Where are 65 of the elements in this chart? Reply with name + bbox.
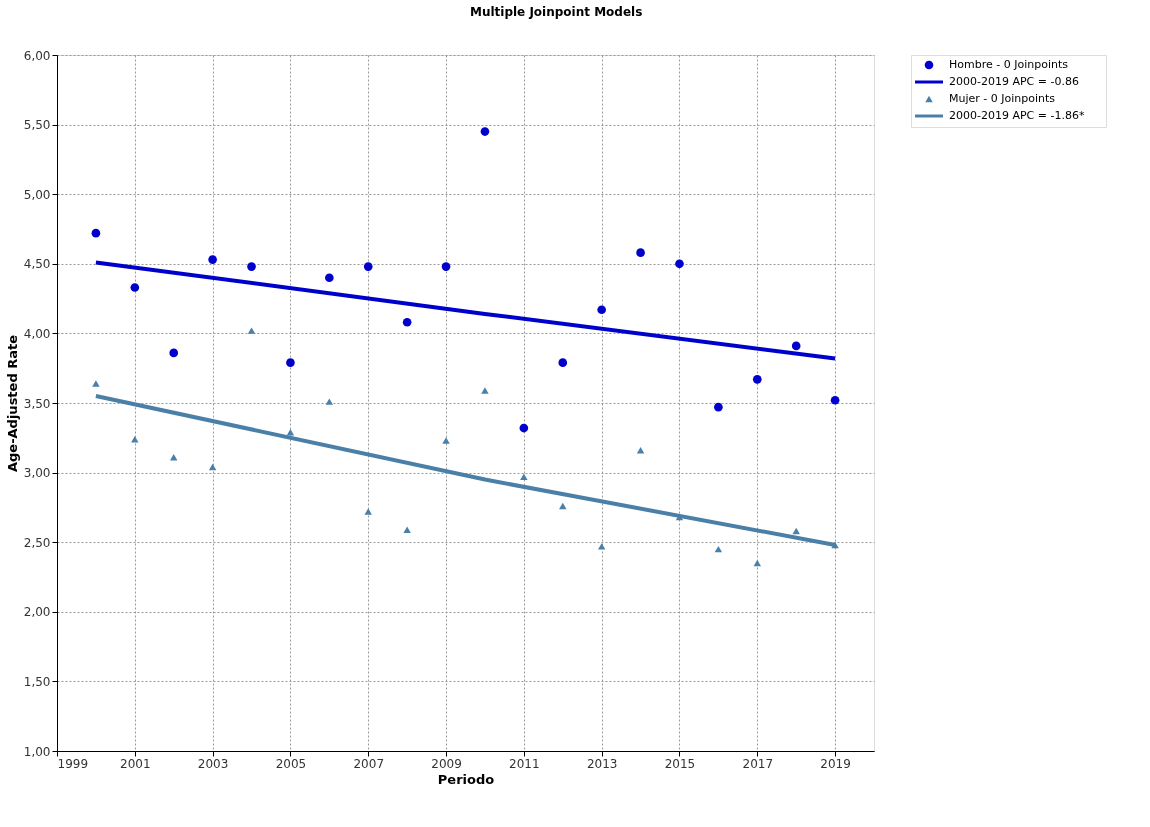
point <box>130 283 140 292</box>
point <box>169 348 179 358</box>
point <box>675 259 684 269</box>
point <box>752 375 762 384</box>
point <box>830 395 840 405</box>
y-tick-label: 5,50 <box>23 118 51 133</box>
point <box>403 526 411 533</box>
point <box>597 305 606 315</box>
x-axis-title: Periodo <box>437 771 495 787</box>
y-tick-label: 5,00 <box>23 187 51 202</box>
point <box>92 380 100 387</box>
point <box>480 127 490 136</box>
x-tick-label: 2009 <box>431 756 462 771</box>
legend-label: 2000-2019 APC = -1.86* <box>949 109 1085 122</box>
point <box>753 559 761 567</box>
x-tick-label: 2013 <box>586 756 618 771</box>
point <box>519 423 529 433</box>
x-tick-label: 1999 <box>57 756 89 771</box>
y-tick-label: 6,00 <box>23 48 51 63</box>
point <box>91 228 101 238</box>
x-tick-label: 2003 <box>197 756 229 771</box>
point <box>325 273 334 283</box>
point <box>792 527 800 535</box>
x-tick-label: 2005 <box>275 756 307 771</box>
chart-title: Multiple Joinpoint Models <box>469 4 643 19</box>
point <box>208 463 217 471</box>
point <box>520 473 528 480</box>
point <box>597 543 606 550</box>
x-tick-label: 2001 <box>120 756 151 771</box>
x-tick-label: 2019 <box>820 756 851 771</box>
point <box>364 508 372 515</box>
x-tick-label: 2011 <box>509 756 540 771</box>
point <box>791 341 801 351</box>
point <box>481 387 489 394</box>
point <box>441 262 451 271</box>
x-tick-label: 2007 <box>353 756 385 771</box>
y-tick-label: 2,50 <box>23 535 51 550</box>
y-tick-label: 1,50 <box>23 674 51 689</box>
legend-label: Mujer - 0 Joinpoints <box>949 92 1056 105</box>
y-tick-label: 3,50 <box>23 396 51 411</box>
legend-label: Hombre - 0 Joinpoints <box>949 58 1069 71</box>
point <box>247 262 256 271</box>
point <box>636 447 645 454</box>
point <box>714 545 723 553</box>
point <box>559 502 567 510</box>
y-axis-title: Age-Adjusted Rate <box>4 334 20 473</box>
y-tick-label: 1,00 <box>23 744 51 759</box>
point <box>208 255 217 264</box>
point <box>442 437 450 444</box>
x-tick-label: 2017 <box>742 756 774 771</box>
point <box>636 248 645 257</box>
y-tick-label: 4,50 <box>23 257 51 272</box>
point <box>831 541 839 549</box>
point <box>402 317 412 327</box>
point <box>363 262 373 271</box>
y-tick-label: 2,00 <box>23 605 51 620</box>
point <box>247 327 256 334</box>
y-tick-label: 4,00 <box>23 326 51 341</box>
point <box>325 398 334 405</box>
point <box>714 402 723 412</box>
y-tick-label: 3,00 <box>23 466 51 481</box>
legend-label: 2000-2019 APC = -0.86 <box>949 75 1079 88</box>
x-tick-label: 2015 <box>664 756 696 771</box>
point <box>286 358 295 367</box>
point <box>558 358 568 367</box>
